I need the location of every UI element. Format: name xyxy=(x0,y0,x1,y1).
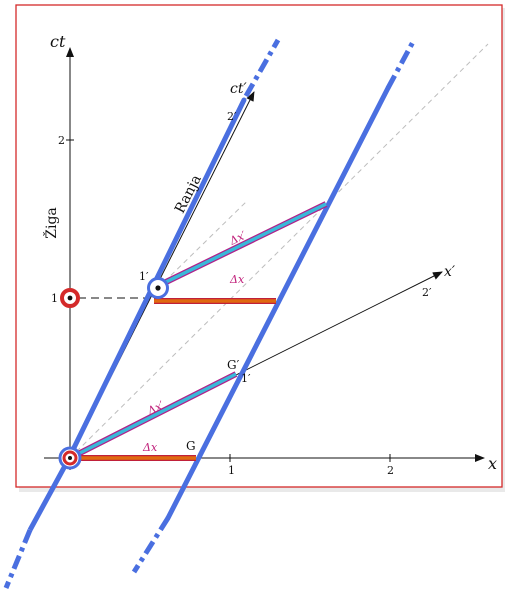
ct-tick-2-label: 2 xyxy=(58,134,65,147)
worldline-ranja-front-lower xyxy=(27,462,69,532)
ct-tick-1-label: 1 xyxy=(51,292,58,305)
x-prime-axis-label: x′ xyxy=(444,264,456,280)
x-tick-2-label: 2 xyxy=(387,464,394,477)
origin-event-marker xyxy=(58,446,82,470)
ranja-event-1-marker xyxy=(147,277,169,299)
diagram-frame xyxy=(15,4,503,488)
ziga-event-1-marker xyxy=(60,288,80,308)
delta-x-prime-bar-0 xyxy=(73,372,237,458)
ct-prime-tick-1-label: 1′ xyxy=(139,270,149,283)
x-prime-tick-1-label: 1′ xyxy=(241,372,251,385)
worldline-ranja-front-upper xyxy=(243,38,281,98)
worldline-ranja-rear-lower xyxy=(131,516,171,574)
ct-axis-label: ct xyxy=(50,32,66,51)
delta-x-label-1: Δx xyxy=(229,273,245,286)
x-axis-label: x xyxy=(488,454,497,473)
worldline-ranja-rear-upper xyxy=(385,38,417,90)
x-tick-1-label: 1 xyxy=(228,464,235,477)
light-ray-origin xyxy=(69,43,489,459)
delta-x-prime-bar-1 xyxy=(165,202,327,284)
worldline-ranja-rear xyxy=(165,85,391,521)
ziga-label: Žiga xyxy=(42,207,60,239)
event-g-prime-label: G′ xyxy=(227,358,240,372)
worldline-ranja-front-lower-dash xyxy=(3,529,33,589)
x-prime-tick-2-label: 2′ xyxy=(422,286,432,299)
ct-prime-tick-2-label: 2′ xyxy=(227,110,237,123)
event-g-label: G xyxy=(186,439,196,453)
light-ray-event-1 xyxy=(157,199,249,289)
ct-prime-axis-label: ct′ xyxy=(230,81,247,97)
delta-x-label-0: Δx xyxy=(142,441,158,454)
